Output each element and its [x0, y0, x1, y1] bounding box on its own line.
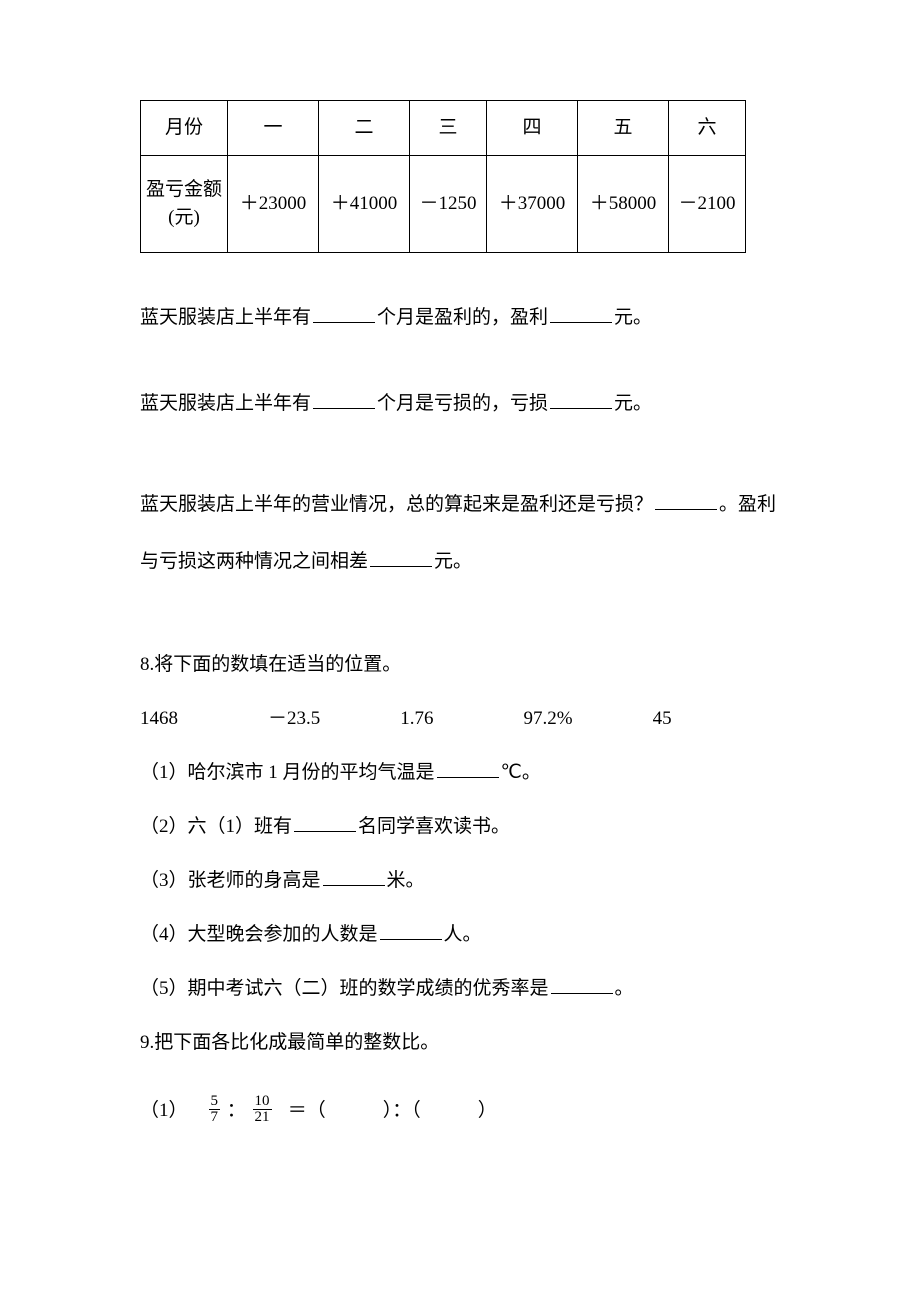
header-1: 一 — [228, 101, 319, 156]
q8-item4: （4）大型晚会参加的人数是 人。 — [140, 916, 790, 954]
frac2-den: 21 — [253, 1110, 272, 1125]
eq-tail: ＝（ ）：（ ） — [288, 1100, 497, 1121]
row-label: 盈亏金额(元) — [141, 156, 228, 253]
blank — [323, 866, 385, 886]
q8-item1-b: ℃。 — [501, 762, 541, 783]
value-4: ＋37000 — [487, 156, 578, 253]
table-header-row: 月份 一 二 三 四 五 六 — [141, 101, 746, 156]
q7-line1-b: 个月是盈利的，盈利 — [377, 307, 548, 328]
q8-item2: （2）六（1）班有 名同学喜欢读书。 — [140, 808, 790, 846]
q9-title: 9.把下面各比化成最简单的整数比。 — [140, 1024, 790, 1062]
q8-item3: （3）张老师的身高是 米。 — [140, 862, 790, 900]
blank — [550, 389, 612, 409]
q8-item5-a: （5）期中考试六（二）班的数学成绩的优秀率是 — [140, 978, 549, 999]
fraction-1: 5 7 — [209, 1094, 221, 1125]
header-5: 五 — [578, 101, 669, 156]
q8-item1: （1）哈尔滨市 1 月份的平均气温是 ℃。 — [140, 754, 790, 792]
q8-n2: －23.5 — [268, 700, 320, 738]
blank — [313, 389, 375, 409]
q9-item1: （1） 5 7 ： 10 21 ＝（ ）：（ ） — [140, 1092, 790, 1130]
q8-item2-a: （2）六（1）班有 — [140, 816, 292, 837]
q7-line1: 蓝天服装店上半年有 个月是盈利的，盈利 元。 — [140, 303, 790, 333]
fraction-2: 10 21 — [253, 1094, 272, 1125]
q7-line2-b: 个月是亏损的，亏损 — [377, 393, 548, 414]
frac1-num: 5 — [209, 1094, 221, 1110]
q8-n3: 1.76 — [400, 700, 433, 738]
value-1: ＋23000 — [228, 156, 319, 253]
frac2-num: 10 — [253, 1094, 272, 1110]
table-data-row: 盈亏金额(元) ＋23000 ＋41000 －1250 ＋37000 ＋5800… — [141, 156, 746, 253]
blank — [550, 303, 612, 323]
q7-line2-a: 蓝天服装店上半年有 — [140, 393, 311, 414]
q7-line1-a: 蓝天服装店上半年有 — [140, 307, 311, 328]
colon: ： — [227, 1100, 246, 1121]
q7-line2: 蓝天服装店上半年有 个月是亏损的，亏损 元。 — [140, 389, 790, 419]
header-3: 三 — [410, 101, 487, 156]
value-2: ＋41000 — [319, 156, 410, 253]
q8-item4-b: 人。 — [444, 924, 482, 945]
q7-line3-c: 元。 — [434, 551, 472, 572]
q8-item2-b: 名同学喜欢读书。 — [358, 816, 510, 837]
q8-item3-b: 米。 — [387, 870, 425, 891]
q8-n1: 1468 — [140, 700, 178, 738]
q8-number-list: 1468 －23.5 1.76 97.2% 45 — [140, 700, 790, 738]
profit-loss-table: 月份 一 二 三 四 五 六 盈亏金额(元) ＋23000 ＋41000 －12… — [140, 100, 746, 253]
value-5: ＋58000 — [578, 156, 669, 253]
value-3: －1250 — [410, 156, 487, 253]
blank — [380, 920, 442, 940]
header-6: 六 — [669, 101, 746, 156]
q8-n5: 45 — [653, 700, 672, 738]
q8-item5: （5）期中考试六（二）班的数学成绩的优秀率是 。 — [140, 970, 790, 1008]
q9-item1-label: （1） — [140, 1100, 188, 1121]
q7-line3: 蓝天服装店上半年的营业情况，总的算起来是盈利还是亏损？。盈利与亏损这两种情况之间… — [140, 476, 790, 590]
blank — [370, 547, 432, 567]
header-4: 四 — [487, 101, 578, 156]
blank — [294, 812, 356, 832]
q8-item4-a: （4）大型晚会参加的人数是 — [140, 924, 378, 945]
q8-item1-a: （1）哈尔滨市 1 月份的平均气温是 — [140, 762, 435, 783]
header-month: 月份 — [141, 101, 228, 156]
q7-line2-c: 元。 — [614, 393, 652, 414]
blank — [437, 758, 499, 778]
q8-item5-b: 。 — [615, 978, 634, 999]
q7-line1-c: 元。 — [614, 307, 652, 328]
q8-n4: 97.2% — [524, 700, 573, 738]
value-6: －2100 — [669, 156, 746, 253]
q7-line3-a: 蓝天服装店上半年的营业情况，总的算起来是盈利还是亏损？ — [140, 494, 653, 515]
blank — [655, 490, 717, 510]
frac1-den: 7 — [209, 1110, 221, 1125]
q8-item3-a: （3）张老师的身高是 — [140, 870, 321, 891]
blank — [313, 303, 375, 323]
q8-title: 8.将下面的数填在适当的位置。 — [140, 646, 790, 684]
header-2: 二 — [319, 101, 410, 156]
blank — [551, 974, 613, 994]
